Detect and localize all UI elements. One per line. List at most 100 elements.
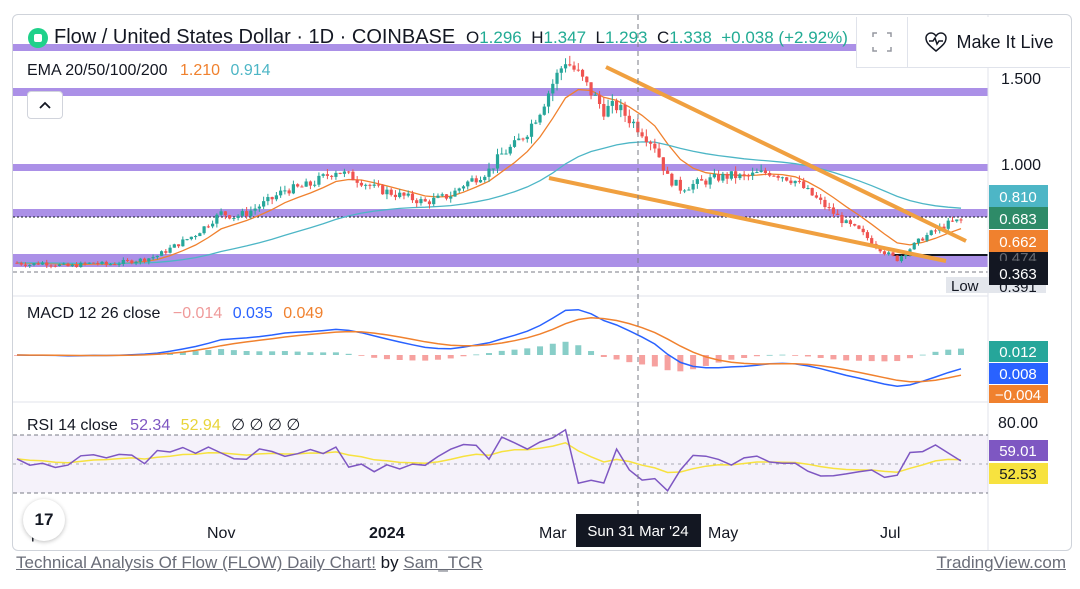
macd-histogram-bar [511, 349, 518, 355]
chart-frame: p Nov 2024 Mar May Jul Sun 31 Mar '24 1.… [12, 14, 1072, 551]
heartbeat-icon [925, 32, 948, 52]
candle-body [483, 176, 487, 181]
candle-body [436, 195, 440, 198]
fullscreen-button[interactable] [856, 17, 907, 68]
candle-body [296, 184, 300, 187]
candle-body [240, 211, 244, 216]
rsi-badge-ma: 52.53 [989, 463, 1048, 484]
candle-body [946, 220, 950, 229]
candle-body [79, 262, 83, 268]
candle-body [185, 239, 189, 241]
candle-body [959, 219, 963, 221]
candle-body [338, 172, 342, 174]
svg-text:0.008: 0.008 [999, 366, 1037, 383]
candle-body [602, 104, 606, 117]
make-it-live-button[interactable]: Make It Live [907, 17, 1070, 68]
candle-body [661, 157, 665, 171]
brand-footer: TradingView.com [937, 553, 1066, 573]
candle-body [410, 193, 415, 201]
candle-body [155, 255, 159, 258]
candle-body [768, 173, 772, 176]
candle-body [215, 214, 219, 224]
macd-histogram-bar [447, 355, 454, 359]
lower-wedge-trendline[interactable] [548, 176, 947, 263]
author-link[interactable]: Sam_TCR [403, 553, 483, 572]
symbol-title[interactable]: Flow / United States Dollar · 1D · COINB… [54, 26, 456, 48]
candle-body [717, 174, 721, 181]
macd-histogram-bar [243, 351, 250, 355]
ema-legend[interactable]: EMA 20/50/100/200 1.210 0.914 [27, 62, 271, 79]
x-tick-2024: 2024 [369, 525, 405, 542]
macd-histogram-bar [409, 355, 416, 361]
candle-body [245, 211, 249, 216]
candle-body [500, 153, 504, 155]
candle-body [474, 178, 478, 183]
upper-wedge-trendline[interactable] [605, 65, 967, 243]
change-value: +0.038 (+2.92%) [721, 27, 848, 47]
tradingview-link[interactable]: TradingView.com [936, 553, 1066, 572]
candle-body [810, 187, 814, 196]
candle-body [742, 174, 746, 176]
idea-title-link[interactable]: Technical Analysis Of Flow (FLOW) Daily … [16, 553, 376, 572]
macd-histogram-bar [804, 355, 811, 357]
candle-body [755, 172, 759, 174]
candle-body [440, 194, 444, 196]
macd-histogram-bar [919, 354, 926, 356]
chart-canvas[interactable]: p Nov 2024 Mar May Jul Sun 31 Mar '24 1.… [13, 15, 1071, 550]
candle-body [725, 173, 729, 179]
candle-body [691, 183, 695, 190]
candle-body [678, 179, 682, 191]
candle-body [614, 100, 619, 111]
macd-histogram-bar [868, 355, 875, 362]
rsi-legend[interactable]: RSI 14 close 52.34 52.94 ∅ ∅ ∅ ∅ [27, 417, 301, 434]
candle-body [355, 180, 359, 183]
collapse-legend-button[interactable] [27, 91, 63, 119]
candle-body [610, 100, 614, 106]
rsi-line [16, 428, 962, 492]
candlestick-series [15, 55, 963, 269]
macd-histogram-bar [894, 355, 901, 362]
candle-body [657, 148, 661, 158]
symbol-header: Flow / United States Dollar · 1D · COINB… [28, 26, 848, 49]
candle-body [189, 236, 193, 240]
level-band-0-42[interactable] [13, 254, 988, 267]
tradingview-logo-icon[interactable]: 17 [23, 499, 65, 541]
x-tick-jul: Jul [880, 525, 900, 542]
candle-body [942, 226, 946, 229]
macd-histogram-bar [218, 349, 225, 355]
level-band-top[interactable] [13, 44, 988, 51]
macd-legend[interactable]: MACD 12 26 close −0.014 0.035 0.049 [27, 305, 324, 322]
candle-body [759, 170, 763, 173]
candle-body [266, 197, 270, 202]
candle-body [797, 180, 802, 182]
candle-body [279, 190, 283, 196]
candle-body [253, 208, 257, 211]
candle-body [687, 189, 691, 191]
candle-body [819, 197, 823, 200]
price-badge-0810: 0.810 [989, 185, 1048, 207]
candle-body [96, 263, 100, 265]
candle-body [287, 190, 291, 194]
candle-body [700, 179, 704, 181]
level-band-0-98[interactable] [13, 164, 988, 171]
candle-body [151, 257, 155, 259]
candle-body [831, 207, 836, 214]
candle-body [23, 264, 28, 266]
level-band-0-74[interactable] [13, 209, 988, 217]
candle-body [393, 194, 398, 198]
candle-body [925, 235, 929, 241]
candle-body [580, 69, 585, 77]
macd-histogram-bar [702, 355, 709, 366]
level-band-1-41[interactable] [13, 88, 988, 96]
macd-badge-hist: 0.012 [989, 341, 1048, 362]
candle-body [827, 207, 831, 209]
candle-body [385, 189, 389, 195]
macd-histogram-bar [626, 355, 633, 363]
macd-histogram-bar [524, 348, 531, 355]
macd-histogram-bar [269, 351, 276, 355]
candle-body [887, 252, 891, 255]
svg-text:52.53: 52.53 [999, 466, 1037, 483]
candle-body [444, 194, 449, 199]
macd-histogram-bar [766, 354, 773, 356]
candle-body [364, 184, 368, 186]
